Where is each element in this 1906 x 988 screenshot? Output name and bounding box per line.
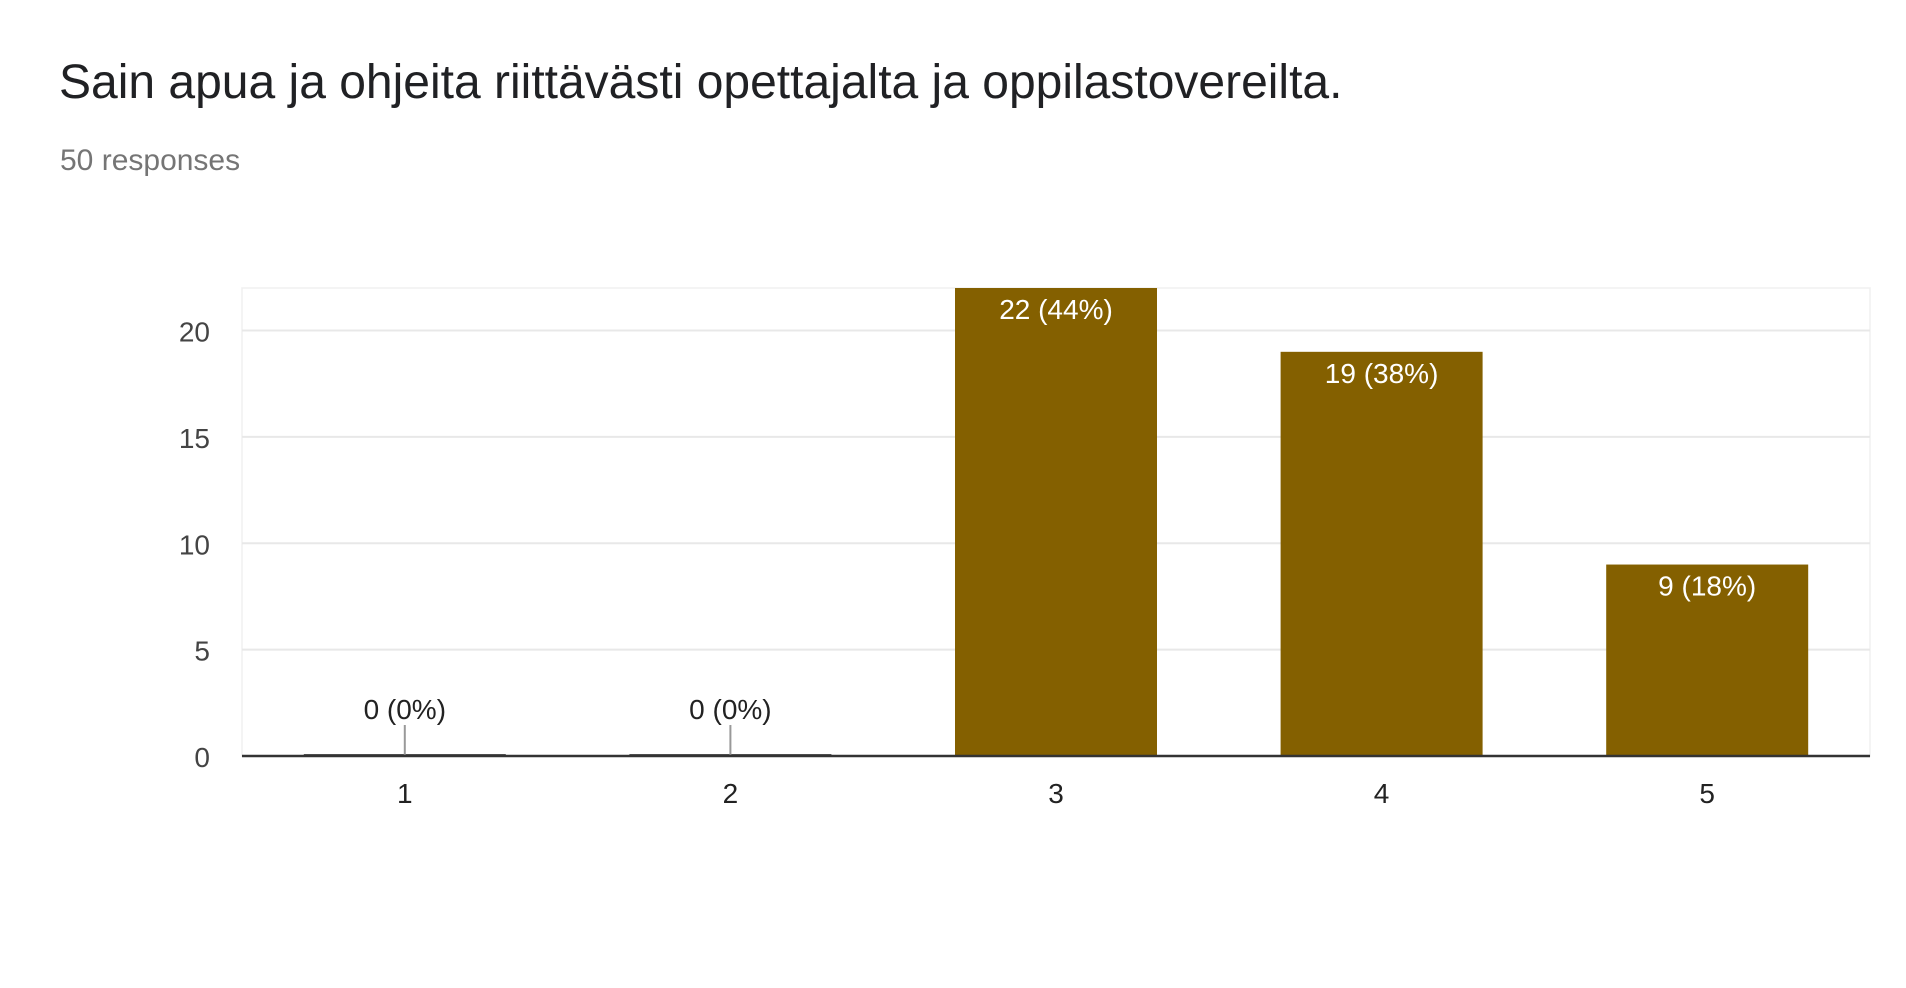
- x-tick-label: 3: [1048, 778, 1064, 809]
- y-tick-label: 0: [194, 742, 210, 773]
- y-tick-label: 15: [179, 423, 210, 454]
- question-title: Sain apua ja ohjeita riittävästi opettaj…: [59, 56, 1343, 109]
- data-label: 0 (0%): [689, 694, 771, 725]
- y-tick-label: 10: [179, 529, 210, 560]
- y-tick-label: 20: [179, 317, 210, 348]
- x-tick-label: 2: [723, 778, 739, 809]
- bar: [1606, 564, 1809, 756]
- data-label: 19 (38%): [1325, 358, 1439, 389]
- data-label: 22 (44%): [999, 294, 1113, 325]
- bar: [1280, 351, 1483, 756]
- bar: [955, 288, 1157, 756]
- data-label: 9 (18%): [1658, 571, 1756, 602]
- y-tick-label: 5: [194, 636, 210, 667]
- data-label: 0 (0%): [364, 694, 446, 725]
- x-tick-label: 4: [1374, 778, 1390, 809]
- x-tick-label: 5: [1699, 778, 1715, 809]
- responses-count: 50 responses: [60, 144, 241, 177]
- x-tick-label: 1: [397, 778, 413, 809]
